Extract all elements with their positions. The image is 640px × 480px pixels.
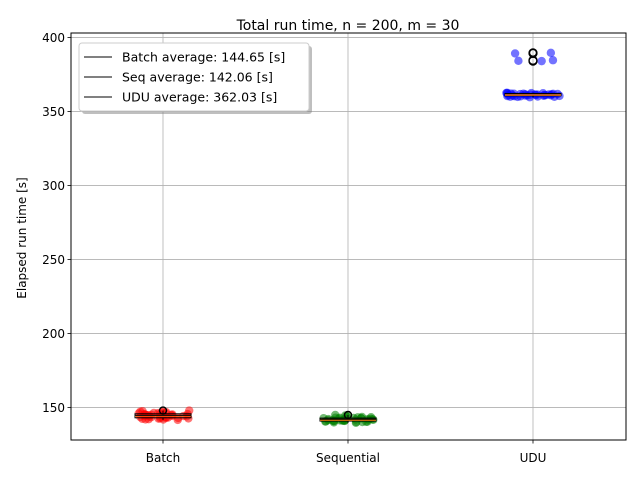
legend-label: Batch average: 144.65 [s] bbox=[122, 50, 285, 65]
data-point bbox=[514, 57, 522, 65]
legend-label: Seq average: 142.06 [s] bbox=[122, 70, 273, 85]
x-tick-label: Sequential bbox=[316, 451, 380, 465]
y-tick-label: 300 bbox=[42, 179, 65, 193]
y-tick-label: 150 bbox=[42, 401, 65, 415]
y-tick-label: 400 bbox=[42, 31, 65, 45]
chart-title: Total run time, n = 200, m = 30 bbox=[236, 18, 460, 34]
data-point bbox=[174, 416, 182, 424]
legend: Batch average: 144.65 [s] Seq average: 14… bbox=[79, 43, 312, 114]
data-point bbox=[549, 56, 557, 64]
y-axis-label: Elapsed run time [s] bbox=[15, 177, 29, 298]
x-tick-label: UDU bbox=[520, 451, 547, 465]
data-point bbox=[511, 49, 519, 57]
data-point bbox=[537, 57, 545, 65]
y-tick-label: 350 bbox=[42, 105, 65, 119]
x-tick-label: Batch bbox=[146, 451, 181, 465]
legend-label: UDU average: 362.03 [s] bbox=[122, 90, 277, 105]
data-point bbox=[547, 49, 555, 57]
y-tick-label: 250 bbox=[42, 253, 65, 267]
y-tick-label: 200 bbox=[42, 327, 65, 341]
